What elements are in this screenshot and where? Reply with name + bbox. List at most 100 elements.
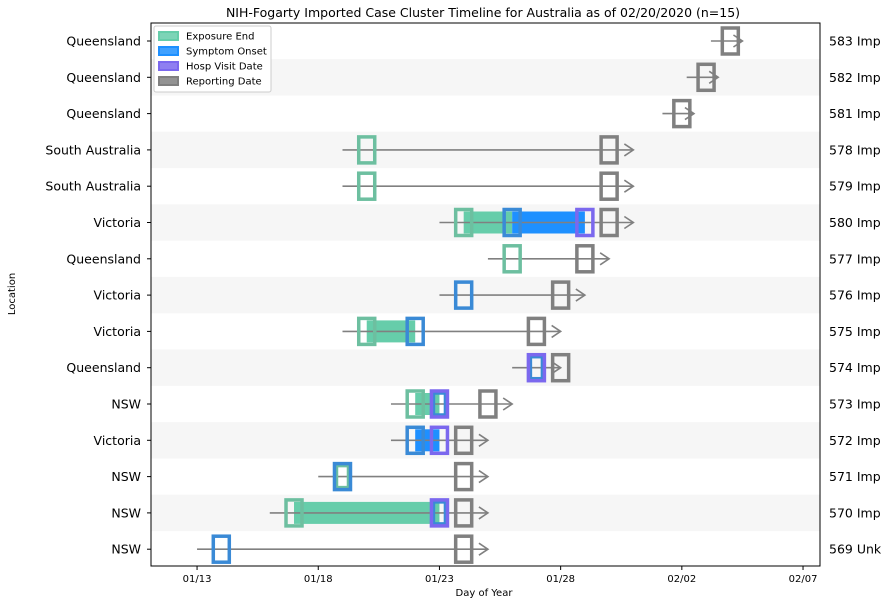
symptom-marker: [528, 354, 545, 381]
reporting-marker: [672, 98, 692, 129]
reporting-marker: [599, 171, 619, 201]
exposure-marker: [502, 244, 522, 274]
x-axis-label: Day of Year: [456, 588, 514, 599]
case-label: 577 Imp: [829, 251, 881, 266]
exposure-marker: [334, 463, 351, 490]
case-label: 569 Unk: [829, 542, 882, 557]
symptom-marker: [405, 316, 425, 347]
symptom-marker: [431, 391, 448, 417]
arrow-head: [599, 252, 611, 266]
case-label: 575 Imp: [829, 324, 881, 339]
arrow-head: [478, 469, 490, 484]
case-label: 576 Imp: [829, 288, 881, 303]
case-label: 579 Imp: [829, 179, 881, 194]
case-label: 574 Imp: [829, 360, 881, 375]
hosp-marker: [526, 352, 547, 383]
legend-swatch: [158, 46, 179, 56]
case-label: 578 Imp: [829, 142, 881, 157]
case-labels: 583 Imp 582 Imp 581 Imp 578 Imp 579 Imp 580 I…: [829, 34, 882, 557]
case-label: 573 Imp: [829, 397, 881, 412]
reporting-marker: [599, 207, 619, 238]
legend: Exposure End Symptom Onset Hosp Visit Date…: [153, 25, 272, 93]
case-label: 582 Imp: [829, 70, 881, 85]
location-label: Queensland: [66, 251, 141, 266]
location-label: South Australia: [45, 179, 141, 194]
arrow-head: [623, 179, 635, 193]
location-label: NSW: [111, 469, 141, 484]
symptom-marker: [453, 280, 474, 310]
location-label: Victoria: [94, 288, 141, 303]
location-label: Queensland: [66, 106, 141, 121]
location-label: Queensland: [66, 70, 141, 85]
legend-swatch: [158, 31, 179, 41]
arrow-head: [623, 143, 635, 157]
case-label: 572 Imp: [829, 433, 881, 448]
x-tick-label: 01/28: [546, 574, 575, 585]
arrow-head: [478, 542, 490, 556]
location-label: Queensland: [66, 34, 141, 49]
reporting-marker: [575, 244, 595, 274]
exposure-marker: [453, 207, 474, 238]
location-label: Victoria: [94, 433, 141, 448]
exposure-marker: [356, 171, 377, 201]
chart-title: NIH-Fogarty Imported Case Cluster Timeli…: [226, 5, 740, 20]
exposure-marker: [356, 316, 377, 347]
case-label: 581 Imp: [829, 106, 881, 121]
reporting-marker: [720, 26, 741, 56]
legend-swatch: [158, 76, 179, 86]
case-label: 580 Imp: [829, 215, 881, 230]
arrow-head: [732, 34, 744, 48]
arrow-head: [478, 433, 490, 447]
reporting-marker: [526, 316, 547, 347]
x-axis-ticks: 01/13 01/18 01/23 01/28 02/02 02/07: [183, 566, 818, 585]
reporting-marker: [599, 135, 619, 165]
reporting-marker: [453, 425, 474, 456]
x-tick-label: 02/02: [667, 574, 696, 585]
plot-frame: [150, 22, 821, 567]
x-tick-label: 01/23: [425, 574, 454, 585]
arrow-head: [575, 288, 587, 302]
x-tick-label: 02/07: [789, 574, 818, 585]
arrow-head: [551, 361, 563, 375]
event-markers: [211, 26, 741, 564]
y-axis-labels: Queensland Queensland Queensland South Aust…: [45, 34, 151, 557]
arrow-head: [684, 106, 696, 121]
symptom-marker: [431, 500, 448, 526]
hosp-marker: [429, 389, 450, 419]
hosp-marker: [429, 425, 450, 456]
arrow-head: [551, 324, 563, 339]
symptom-marker: [211, 534, 232, 564]
reporting-marker: [696, 62, 716, 93]
arrow-head: [478, 506, 490, 520]
hosp-marker: [575, 207, 595, 238]
exposure-marker: [356, 135, 377, 165]
reporting-marker: [478, 389, 498, 419]
arrow-head: [623, 215, 635, 230]
legend-label: Hosp Visit Date: [186, 62, 263, 73]
legend-label: Exposure End: [186, 32, 254, 43]
exposure-marker: [284, 498, 304, 528]
case-label: 583 Imp: [829, 34, 881, 49]
legend-swatch: [158, 61, 179, 71]
x-tick-label: 01/18: [304, 574, 333, 585]
reporting-marker: [453, 498, 474, 528]
row-stripe: [151, 349, 820, 386]
legend-label: Reporting Date: [186, 77, 262, 88]
reporting-marker: [550, 280, 571, 310]
y-axis-label: Location: [7, 273, 18, 315]
case-label: 571 Imp: [829, 469, 881, 484]
arrow-head: [708, 70, 720, 84]
case-label: 570 Imp: [829, 505, 881, 520]
arrow-head: [502, 397, 514, 411]
reporting-marker: [550, 352, 571, 383]
legend-label: Symptom Onset: [186, 47, 267, 58]
symptom-marker: [405, 425, 425, 456]
location-label: Victoria: [94, 324, 141, 339]
exposure-marker: [405, 389, 425, 419]
reporting-marker: [453, 461, 474, 492]
symptom-marker: [502, 207, 522, 238]
symptom-marker: [332, 461, 353, 492]
location-label: NSW: [111, 505, 141, 520]
location-label: South Australia: [45, 142, 141, 157]
